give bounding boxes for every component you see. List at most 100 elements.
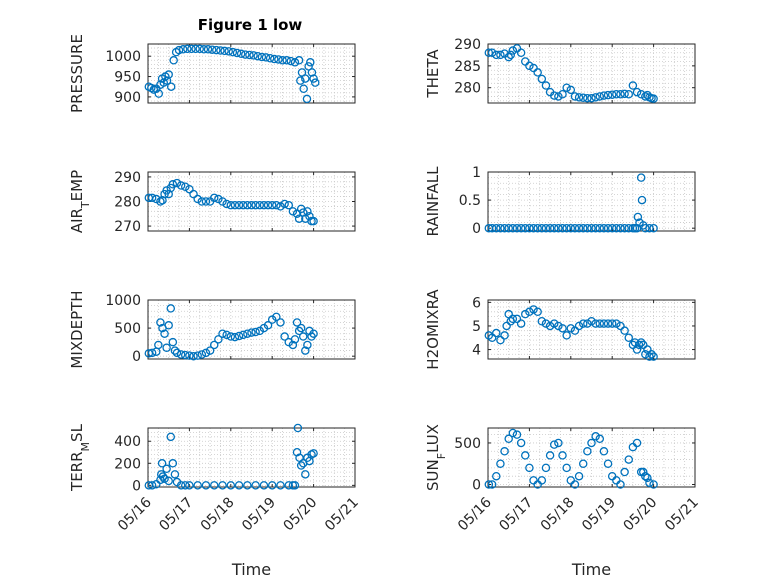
data-point (591, 319, 600, 328)
data-point (537, 476, 547, 485)
axes-frame (487, 427, 696, 488)
x-tick-label: 05/19 (239, 495, 279, 535)
data-point (181, 481, 190, 490)
data-point (521, 223, 530, 233)
data-point (201, 481, 211, 490)
data-point (647, 350, 656, 359)
data-point (276, 481, 285, 490)
data-point (558, 324, 567, 333)
data-point (558, 223, 567, 233)
axes-frame (487, 43, 696, 104)
data-point (230, 332, 240, 342)
data-point (566, 324, 576, 333)
data-point (290, 481, 300, 490)
data-point (583, 447, 592, 456)
data-point (209, 481, 219, 490)
subplot-pressure: 900 950 1000 PRESSURE (68, 34, 356, 113)
data-point (549, 91, 559, 100)
data-point (599, 319, 609, 328)
data-point (591, 223, 600, 233)
data-markers (144, 423, 318, 490)
data-point (309, 449, 318, 458)
data-point (632, 87, 642, 97)
data-point (578, 459, 588, 468)
data-point (574, 321, 584, 331)
subplot-sun-flux: 0 500 05/16 05/17 05/18 05/19 05/20 05/21 SUNF… (424, 424, 702, 579)
data-point (529, 305, 538, 314)
data-point (276, 318, 285, 327)
data-point (525, 61, 534, 71)
data-point (620, 223, 629, 233)
x-tick-label: 05/17 (496, 495, 536, 535)
data-point (164, 476, 173, 486)
data-point (512, 314, 522, 324)
data-point (603, 319, 613, 328)
figure-title: Figure 1 low (198, 16, 303, 34)
data-point (301, 346, 310, 355)
data-point (178, 45, 188, 54)
data-point (570, 223, 580, 233)
data-point (169, 56, 178, 65)
y-tick-label: 500 (114, 321, 141, 337)
data-point (288, 340, 298, 350)
data-point (205, 346, 215, 355)
data-point (525, 307, 534, 317)
data-point (554, 92, 563, 101)
data-point (201, 197, 211, 206)
data-point (230, 200, 240, 210)
y-tick-label: 290 (454, 37, 481, 53)
data-point (607, 223, 617, 233)
data-point (616, 321, 625, 331)
subplot-theta: 280 285 290 THETA (424, 37, 696, 104)
data-point (195, 44, 204, 54)
data-point (216, 46, 225, 55)
data-point (272, 312, 281, 322)
data-point (643, 473, 652, 483)
data-point (496, 223, 505, 233)
data-point (649, 480, 658, 489)
data-point (160, 329, 169, 338)
y-tick-label: 5 (472, 319, 481, 335)
data-point (541, 223, 551, 233)
data-point (238, 200, 248, 210)
data-point (193, 194, 202, 204)
data-point (574, 93, 584, 102)
data-point (612, 90, 621, 99)
data-markers (144, 178, 318, 226)
x-tick-label: 05/21 (322, 495, 362, 535)
axes-frame (147, 43, 356, 104)
data-point (512, 430, 522, 439)
data-point (583, 319, 592, 328)
x-tick-label: 05/17 (156, 495, 196, 535)
data-point (607, 319, 617, 328)
x-tick-label: 05/18 (198, 495, 238, 535)
data-point (193, 351, 202, 360)
data-point (624, 455, 634, 464)
data-point (301, 470, 310, 479)
data-point (284, 481, 294, 490)
data-point (176, 350, 186, 359)
data-point (234, 200, 244, 210)
data-point (197, 197, 207, 206)
data-point (286, 56, 296, 66)
data-point (612, 476, 621, 485)
data-point (599, 223, 609, 233)
data-point (639, 467, 648, 477)
data-point (154, 89, 164, 98)
data-point (541, 463, 551, 473)
y-axis-label: MIXDEPTH (68, 290, 86, 368)
data-point (537, 74, 547, 84)
data-point (549, 319, 559, 328)
data-point (487, 48, 497, 57)
y-tick-label: 0.5 (459, 193, 481, 209)
data-point (558, 90, 567, 99)
y-tick-label: 0 (132, 478, 141, 494)
data-point (214, 194, 223, 204)
data-point (500, 447, 509, 456)
data-point (620, 326, 629, 335)
subplot-mixdepth: 0 500 1000 MIXDEPTH (68, 290, 356, 369)
data-point (270, 54, 279, 64)
y-tick-label: 900 (114, 90, 141, 106)
data-point (562, 463, 571, 473)
data-point (241, 50, 250, 59)
